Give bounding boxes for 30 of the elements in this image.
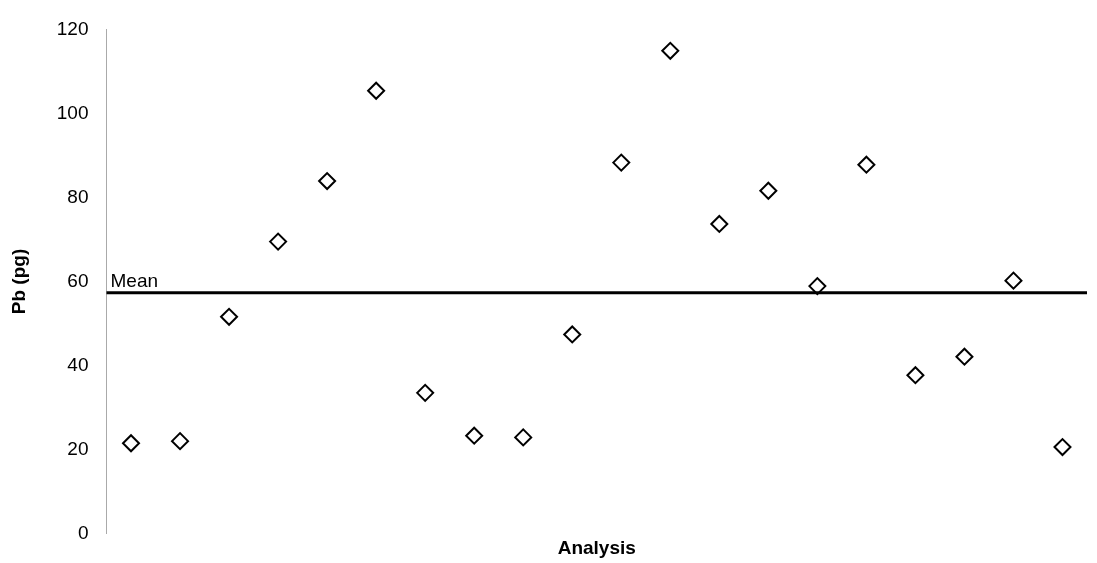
point — [122, 434, 141, 453]
point — [416, 383, 435, 402]
y-tick-label: 60 — [67, 269, 89, 291]
y-axis-title: Pb (pg) — [7, 248, 29, 315]
point — [465, 426, 484, 445]
point — [759, 181, 778, 200]
point — [563, 325, 582, 344]
point — [808, 277, 827, 296]
point — [318, 172, 337, 191]
y-tick-label: 120 — [56, 17, 89, 39]
ref-line-label: Mean — [110, 269, 159, 291]
y-tick-label: 100 — [56, 101, 89, 123]
point — [367, 81, 386, 100]
point — [857, 155, 876, 174]
y-tick-label: 0 — [77, 521, 89, 543]
point — [269, 232, 288, 251]
point — [955, 347, 974, 366]
point — [171, 432, 190, 451]
point — [514, 428, 533, 447]
point — [1004, 271, 1023, 290]
point — [661, 41, 680, 60]
point — [906, 366, 925, 385]
y-tick-label: 20 — [67, 437, 89, 459]
y-tick-label: 40 — [67, 353, 89, 375]
point — [612, 153, 631, 172]
point — [710, 214, 729, 233]
point — [1053, 438, 1072, 457]
x-axis-title: Analysis — [557, 537, 636, 559]
point — [220, 307, 239, 326]
y-tick-label: 80 — [67, 185, 89, 207]
